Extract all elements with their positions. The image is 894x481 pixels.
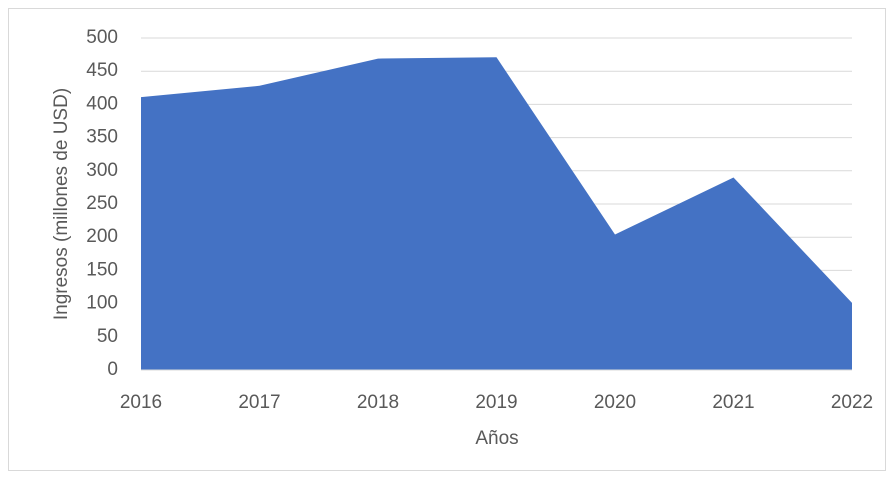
y-tick-label: 300 — [86, 160, 118, 181]
x-tick-label: 2021 — [712, 392, 754, 413]
y-tick-label: 50 — [97, 326, 118, 347]
x-tick-label: 2018 — [357, 392, 399, 413]
x-tick-label: 2019 — [475, 392, 517, 413]
y-tick-label: 400 — [86, 93, 118, 114]
y-tick-label: 500 — [86, 27, 118, 48]
x-axis-title: Años — [475, 428, 518, 449]
x-tick-label: 2022 — [831, 392, 873, 413]
y-axis-title: Ingresos (millones de USD) — [51, 88, 72, 320]
y-tick-label: 100 — [86, 293, 118, 314]
y-tick-label: 350 — [86, 127, 118, 148]
area — [141, 57, 852, 370]
y-tick-label: 200 — [86, 226, 118, 247]
y-tick-label: 150 — [86, 259, 118, 280]
x-tick-label: 2017 — [238, 392, 280, 413]
y-tick-label: 450 — [86, 60, 118, 81]
x-tick-label: 2016 — [120, 392, 162, 413]
y-tick-label: 250 — [86, 193, 118, 214]
x-tick-label: 2020 — [594, 392, 636, 413]
y-tick-label: 0 — [107, 359, 118, 380]
